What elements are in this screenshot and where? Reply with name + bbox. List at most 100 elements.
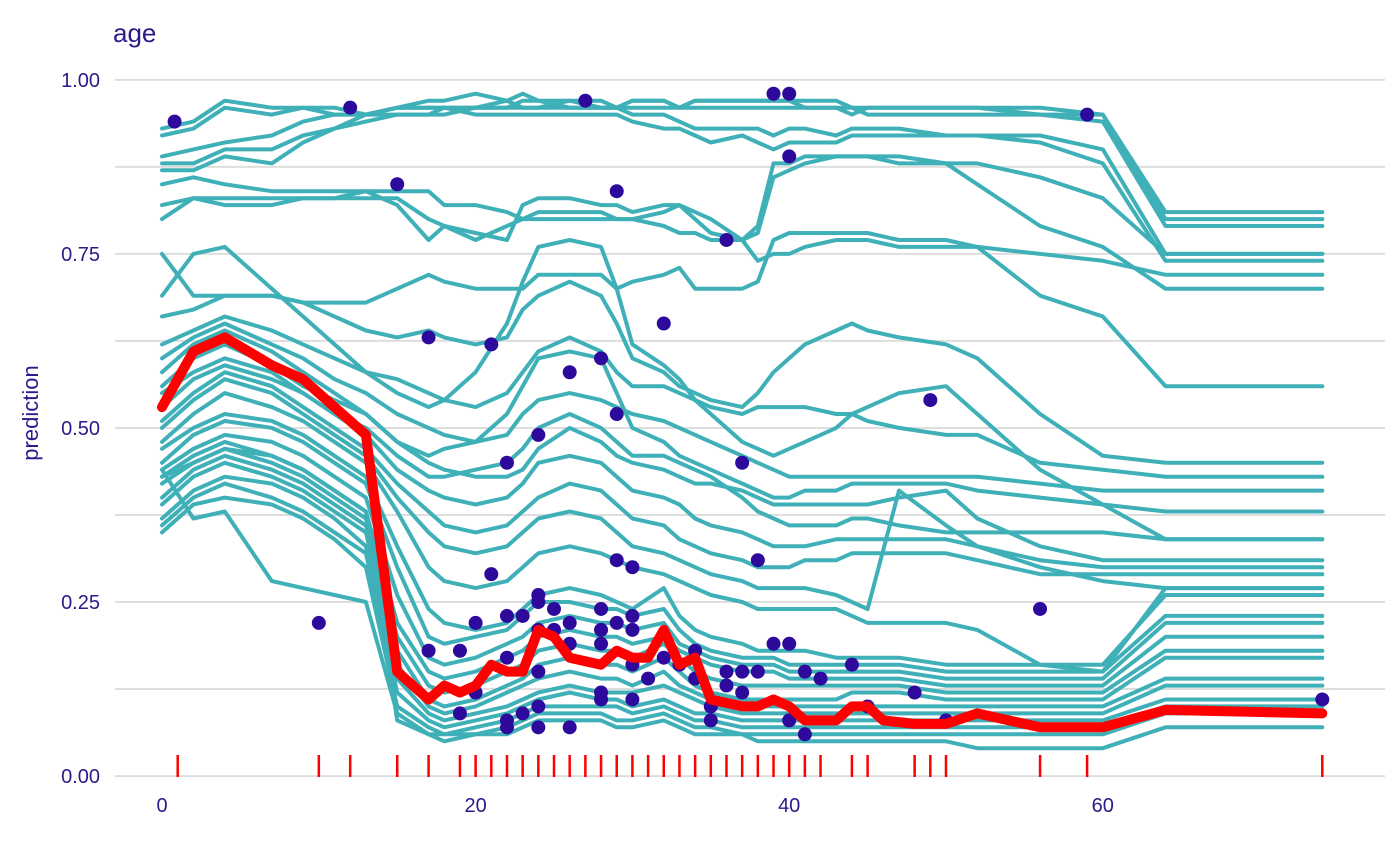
ice-curve [160,105,1325,263]
ice-curve [160,154,1325,256]
observation-point [782,636,797,651]
observation-point [484,337,499,352]
observation-point [452,643,467,658]
observation-point [703,713,718,728]
ice-curve [160,98,1325,228]
observation-point [515,608,530,623]
observation-point [594,622,609,637]
observation-point [609,553,624,568]
x-tick-label: 20 [464,795,486,817]
observation-point [907,685,922,700]
observation-point [797,664,812,679]
observation-point [562,365,577,380]
y-tick-label: 1.00 [61,70,100,92]
observation-point [421,330,436,345]
observation-point [531,720,546,735]
observation-point [719,664,734,679]
observation-point [719,232,734,247]
observation-point [609,407,624,422]
x-tick-label: 60 [1092,795,1114,817]
observation-point [468,615,483,630]
observation-point [844,657,859,672]
observation-point [625,622,640,637]
observation-point [343,100,358,115]
ice-curve [160,279,1325,465]
observation-point [594,351,609,366]
y-tick-labels: 0.00 0.25 0.50 0.75 1.00 [61,70,100,788]
pdp-curve-group [157,332,1328,733]
observation-point [484,567,499,582]
observation-point [515,706,530,721]
observation-point [578,93,593,108]
observation-point [750,553,765,568]
observation-point [656,650,671,665]
observation-point [1315,692,1330,707]
observation-point [735,455,750,470]
observation-point [735,664,750,679]
x-tick-label: 0 [156,795,167,817]
observation-point [735,685,750,700]
ice-curve [160,460,1325,716]
observation-point [782,713,797,728]
ice-curve [160,314,1325,479]
observation-point [766,86,781,101]
observation-point [923,393,938,408]
observation-point [750,664,765,679]
observation-point [531,664,546,679]
ice-curve [160,419,1325,674]
ice-curve [160,321,1325,493]
x-tick-labels: 0 20 40 60 [156,795,1113,817]
observation-point [797,727,812,742]
observation-point [311,615,326,630]
observation-point [531,595,546,610]
observation-point [813,671,828,686]
observation-point [625,608,640,623]
observation-point [641,671,656,686]
observation-point [719,678,734,693]
observation-point [766,636,781,651]
observation-point [1033,601,1048,616]
observation-point [562,720,577,735]
observation-point [656,316,671,331]
ice-curve [160,432,1325,681]
y-tick-label: 0.75 [61,244,100,266]
observation-point [594,601,609,616]
observation-point [421,643,436,658]
y-axis-title: prediction [18,365,43,460]
observation-point [1080,107,1095,122]
observation-point [609,615,624,630]
ice-curve [160,474,1325,723]
rug-ticks [176,755,1324,777]
ice-curve [160,231,1325,389]
observation-point [499,455,514,470]
observation-point [499,650,514,665]
observation-point [625,692,640,707]
observation-point [625,560,640,575]
ice-curve [160,105,1325,256]
chart-title: age [113,18,156,48]
y-tick-label: 0.50 [61,418,100,440]
y-tick-label: 0.00 [61,766,100,788]
ice-curve [160,495,1325,737]
observation-point [531,427,546,442]
y-tick-label: 0.25 [61,592,100,614]
pdp-curve [157,332,1328,733]
ice-curve [160,412,1325,667]
observation-point [167,114,182,129]
observation-point [499,720,514,735]
ice-curves [160,91,1325,751]
observation-point [452,706,467,721]
x-tick-label: 40 [778,795,800,817]
ice-curve [160,238,1325,542]
observation-point [594,636,609,651]
ice-curve [160,189,1325,277]
observation-point [594,692,609,707]
observation-point [531,699,546,714]
observation-point [390,177,405,192]
observation-point [782,86,797,101]
observation-point [609,184,624,199]
observation-point [562,615,577,630]
observation-point [547,601,562,616]
observation-point [782,149,797,164]
